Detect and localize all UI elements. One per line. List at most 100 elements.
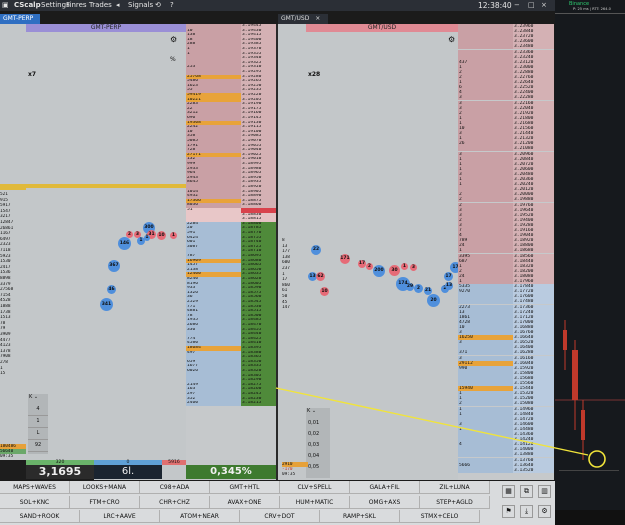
book-price[interactable]: 3.19520	[513, 212, 554, 218]
book-price[interactable]: 3.19310	[241, 65, 276, 70]
filter-icon[interactable]: ⚑	[502, 505, 515, 518]
book-price[interactable]: 3.19085	[241, 134, 276, 139]
book-price[interactable]: 3.18485	[241, 318, 276, 323]
book-price[interactable]: 3.19190	[241, 102, 276, 107]
book-price[interactable]: 3.18275	[241, 382, 276, 388]
book-volume[interactable]: 4932	[186, 194, 242, 199]
book-price[interactable]: 3.22160	[513, 100, 554, 106]
book-price[interactable]: 3.21560	[513, 126, 554, 132]
book-volume[interactable]	[458, 39, 514, 45]
book-volume[interactable]: 13	[458, 309, 514, 315]
book-price[interactable]: 3.18575	[241, 290, 276, 296]
book-volume[interactable]: 2686	[186, 323, 242, 328]
book-price[interactable]: 3.18875	[241, 198, 276, 204]
leverage-option[interactable]: L	[28, 428, 48, 440]
book-price[interactable]: 3.20960	[513, 151, 554, 157]
book-price[interactable]: 3.18380	[241, 350, 276, 356]
book-price[interactable]: 3.19115	[241, 125, 276, 130]
book-price[interactable]: 3.22880	[513, 69, 554, 75]
book-volume[interactable]: 1	[458, 177, 514, 183]
book-price[interactable]: 3.18995	[241, 162, 276, 167]
book-volume[interactable]: 497	[186, 350, 242, 356]
book-volume[interactable]: 2529	[186, 300, 242, 305]
book-volume[interactable]: 36	[186, 295, 242, 300]
pair-button[interactable]: LRC+AAVE	[80, 510, 160, 524]
book-price[interactable]: 3.18965	[241, 171, 276, 176]
book-volume[interactable]	[186, 378, 242, 383]
book-price[interactable]: 3.18260	[241, 387, 276, 392]
book-price[interactable]: 3.16280	[513, 350, 554, 356]
book-volume[interactable]: 24	[458, 243, 514, 249]
book-volume[interactable]: 8196	[186, 281, 242, 287]
book-price[interactable]: 3.18305	[241, 373, 276, 379]
book-volume[interactable]	[186, 332, 242, 337]
book-price[interactable]: 3.19220	[241, 93, 276, 98]
book-price[interactable]: 3.19880	[513, 197, 554, 203]
book-volume[interactable]: 2	[458, 268, 514, 274]
book-price[interactable]: 3.19400	[513, 217, 554, 223]
book-volume[interactable]: 8036	[186, 203, 242, 208]
leverage-option[interactable]: 92	[28, 440, 48, 452]
pair-button[interactable]: MAPS+WAVES	[0, 481, 70, 494]
book-price[interactable]: 3.22520	[513, 85, 554, 91]
book-volume[interactable]: 163	[186, 387, 242, 392]
book-volume[interactable]: 59419	[186, 93, 242, 98]
book-price[interactable]: 3.23600	[513, 39, 554, 45]
book-price[interactable]: 3.20600	[513, 166, 554, 172]
book-volume[interactable]: 787	[186, 254, 242, 259]
book-volume[interactable]: 687	[458, 258, 514, 264]
book-volume[interactable]: 3	[458, 105, 514, 111]
book-price[interactable]: 3.23480	[513, 44, 554, 50]
book-price[interactable]: 3.23120	[513, 59, 554, 65]
book-volume[interactable]	[458, 34, 514, 40]
book-volume[interactable]: 1861	[458, 314, 514, 320]
book-price[interactable]: 3.18755	[241, 235, 276, 241]
book-volume[interactable]: 3	[458, 212, 514, 218]
book-price[interactable]: 3.23960	[513, 24, 554, 30]
leverage-option[interactable]: 1	[28, 416, 48, 428]
book-price[interactable]: 3.19010	[241, 157, 276, 162]
book-volume[interactable]: 9270	[458, 289, 514, 295]
book-volume[interactable]: 3	[458, 355, 514, 361]
book-volume[interactable]	[458, 467, 514, 473]
pair-button[interactable]: CHR+CHZ	[140, 495, 210, 509]
book-volume[interactable]: 2273	[458, 304, 514, 310]
book-volume[interactable]	[458, 370, 514, 376]
pair-button[interactable]: STMX+CELO	[400, 510, 480, 524]
book-volume[interactable]	[186, 185, 242, 190]
book-price[interactable]: 3.13760	[513, 457, 554, 463]
book-volume[interactable]: 371	[458, 350, 514, 356]
book-volume[interactable]: 4	[458, 90, 514, 96]
link-icon[interactable]: ⟲	[155, 1, 161, 9]
book-volume[interactable]: 696	[186, 116, 242, 121]
book-volume[interactable]: 437	[458, 59, 514, 65]
book-volume[interactable]: 5085	[186, 139, 242, 144]
book-volume[interactable]: 2149	[186, 382, 242, 388]
book-price[interactable]: 3.19280	[513, 222, 554, 228]
book-volume[interactable]: 7	[458, 228, 514, 234]
book-price[interactable]: 3.19175	[241, 106, 276, 112]
book-price[interactable]: 3.15920	[513, 365, 554, 371]
book-price[interactable]: 3.18800	[241, 221, 276, 227]
book-volume[interactable]: 3	[458, 131, 514, 137]
book-volume[interactable]: 17366	[186, 198, 242, 204]
leverage-list[interactable]: 4 1 L 92	[28, 404, 48, 452]
book-price[interactable]: 3.16160	[513, 355, 554, 361]
book-volume[interactable]	[458, 299, 514, 305]
pair-button[interactable]: CRV+DOT	[240, 510, 320, 524]
pair-button[interactable]: SOL+KNC	[0, 495, 70, 509]
book-volume[interactable]: 771	[186, 304, 242, 310]
book-volume[interactable]: 1935	[186, 318, 242, 323]
book-volume[interactable]: 774	[186, 336, 242, 342]
book-volume[interactable]: 1	[458, 248, 514, 254]
menu-settings[interactable]: Settings	[41, 1, 70, 9]
pair-button[interactable]: GALA+FIL	[350, 481, 420, 494]
menu-trades[interactable]: Trades	[89, 1, 112, 9]
book-volume[interactable]	[186, 24, 242, 29]
book-price[interactable]: 3.18245	[241, 392, 276, 397]
book-price[interactable]: 3.21920	[513, 110, 554, 116]
close-tab-icon[interactable]: ×	[315, 15, 321, 22]
pair-button[interactable]: CLV+SPELL	[280, 481, 350, 494]
panel-separator[interactable]	[276, 24, 278, 480]
book-volume[interactable]: 5666	[458, 462, 514, 468]
